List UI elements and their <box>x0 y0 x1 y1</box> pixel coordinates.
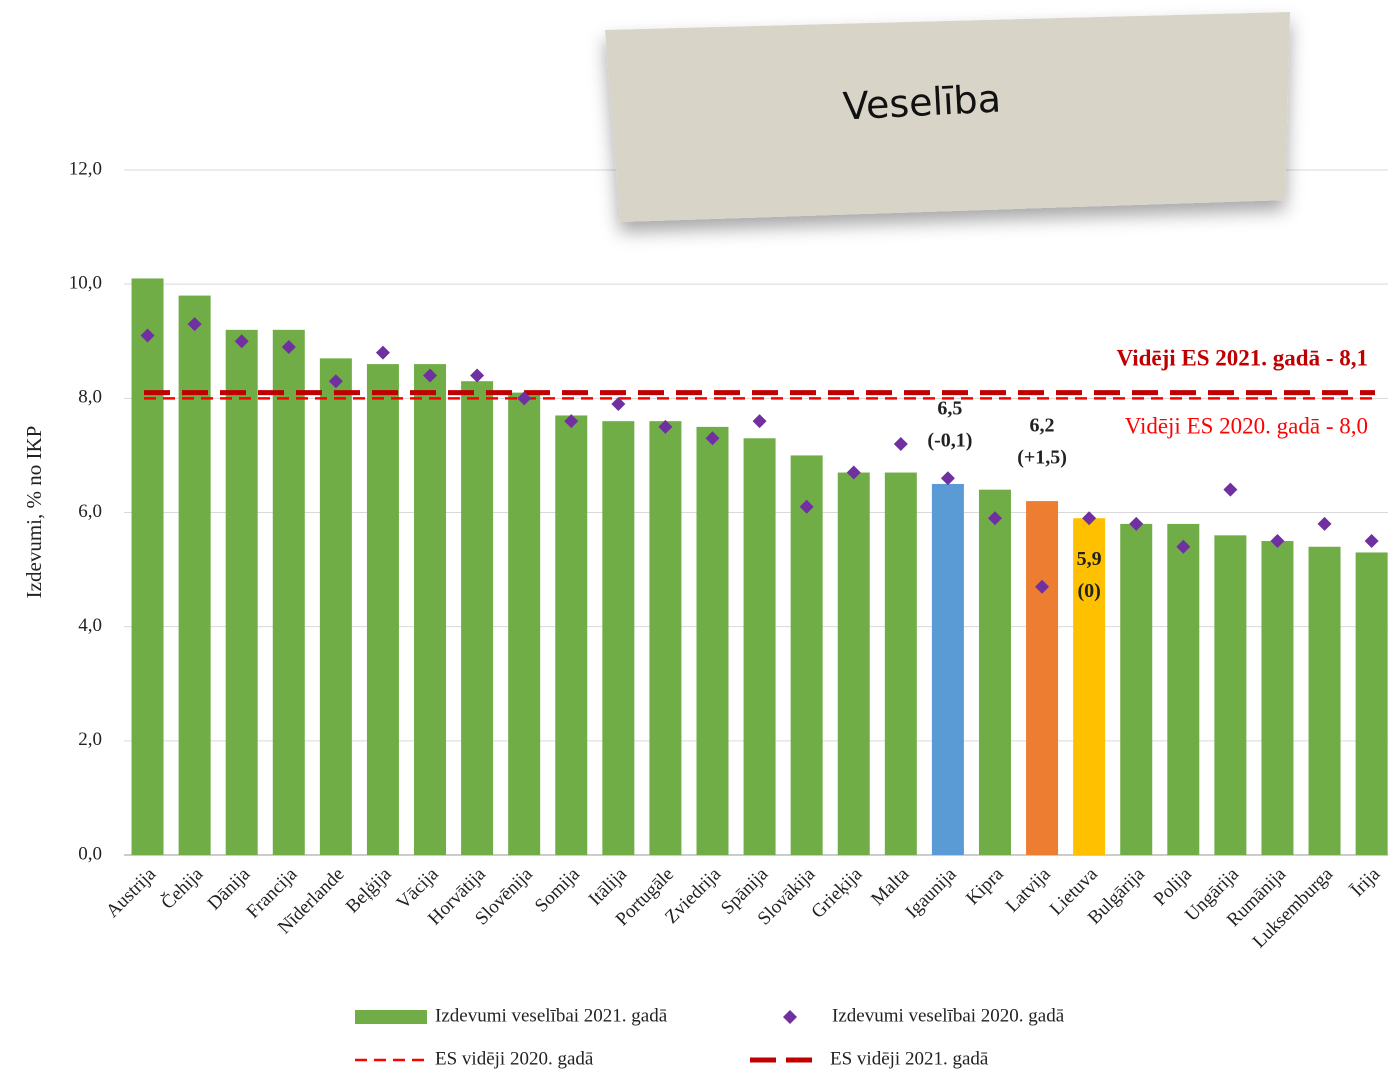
x-tick-label: Somija <box>531 863 584 916</box>
bar <box>1120 523 1153 855</box>
diamond-marker <box>328 374 343 389</box>
reference-label: Vidēji ES 2021. gadā - 8,1 <box>1116 345 1368 370</box>
bar <box>649 421 682 855</box>
diamond-marker <box>1317 516 1332 531</box>
change-label: (0) <box>1077 580 1100 602</box>
reference-label: Vidēji ES 2020. gadā - 8,0 <box>1125 413 1368 438</box>
data-label: 5,9 <box>1077 548 1102 570</box>
bar <box>978 489 1011 855</box>
legend-label: Izdevumi veselībai 2021. gadā <box>435 1005 668 1026</box>
x-tick-label: Čehija <box>157 863 208 914</box>
bar <box>178 295 211 855</box>
diamond-marker <box>1129 516 1144 531</box>
diamond-marker <box>470 368 485 383</box>
bar <box>225 329 258 855</box>
y-tick-label: 0,0 <box>78 843 102 864</box>
diamond-marker <box>611 397 626 412</box>
diamond-marker <box>1035 579 1050 594</box>
diamond-marker <box>705 431 720 446</box>
legend-label: Izdevumi veselībai 2020. gadā <box>832 1005 1065 1026</box>
bar <box>696 426 729 855</box>
diamond-marker <box>940 471 955 486</box>
diamond-marker <box>423 368 438 383</box>
bar <box>1214 535 1247 855</box>
y-tick-label: 10,0 <box>69 273 102 294</box>
chart-title: Veselība <box>842 76 1002 128</box>
change-label: (+1,5) <box>1017 447 1067 469</box>
x-tick-label: Grieķija <box>807 863 866 922</box>
diamond-marker <box>752 414 767 429</box>
y-tick-label: 6,0 <box>78 501 102 522</box>
y-tick-label: 8,0 <box>78 387 102 408</box>
diamond-marker <box>281 339 296 354</box>
bar <box>508 392 541 855</box>
bar <box>837 472 870 855</box>
diamond-marker <box>846 465 861 480</box>
legend-label: ES vidēji 2021. gadā <box>830 1048 989 1069</box>
diamond-marker <box>140 328 155 343</box>
tape <box>605 12 1290 222</box>
bar <box>1308 546 1341 855</box>
diamond-marker <box>517 391 532 406</box>
legend-swatch <box>783 1010 797 1024</box>
diamond-marker <box>893 437 908 451</box>
bar <box>414 364 447 855</box>
x-tick-label: Austrija <box>102 863 161 922</box>
bar <box>1355 552 1388 855</box>
diamond-marker <box>799 499 814 514</box>
bar <box>319 358 352 855</box>
legend-swatch <box>355 1010 427 1024</box>
diamond-marker <box>1223 482 1238 497</box>
y-tick-label: 4,0 <box>78 615 102 636</box>
bar <box>602 421 635 855</box>
bar <box>931 483 964 855</box>
bar <box>1261 541 1294 855</box>
bar <box>272 329 305 855</box>
bar <box>461 381 494 855</box>
diamond-marker <box>375 345 390 360</box>
y-axis-label: Izdevumi, % no IKP <box>22 426 46 599</box>
diamond-marker <box>1364 534 1379 549</box>
change-label: (-0,1) <box>927 430 972 452</box>
diamond-marker <box>234 334 249 349</box>
y-tick-label: 2,0 <box>78 729 102 750</box>
bar <box>884 472 917 855</box>
bar <box>366 364 399 855</box>
legend-label: ES vidēji 2020. gadā <box>435 1048 594 1069</box>
x-tick-label: Īrija <box>1347 863 1385 901</box>
bar <box>1073 518 1106 855</box>
x-tick-label: Beļģija <box>342 863 396 917</box>
y-tick-label: 12,0 <box>69 158 102 179</box>
diamond-marker <box>1270 534 1285 549</box>
diamond-marker <box>1082 511 1097 526</box>
bar <box>1026 501 1059 855</box>
x-tick-label: Latvija <box>1002 863 1055 916</box>
bar <box>790 455 823 855</box>
bar <box>131 278 164 855</box>
x-tick-label: Igaunija <box>902 863 961 922</box>
diamond-marker <box>658 419 673 434</box>
data-label: 6,2 <box>1030 415 1055 437</box>
data-label: 6,5 <box>937 398 962 420</box>
diamond-marker <box>564 414 579 429</box>
bar <box>555 415 588 855</box>
diamond-marker <box>987 511 1002 526</box>
bar <box>1167 523 1200 855</box>
diamond-marker <box>187 317 202 332</box>
bar <box>743 438 776 855</box>
diamond-marker <box>1176 539 1191 554</box>
